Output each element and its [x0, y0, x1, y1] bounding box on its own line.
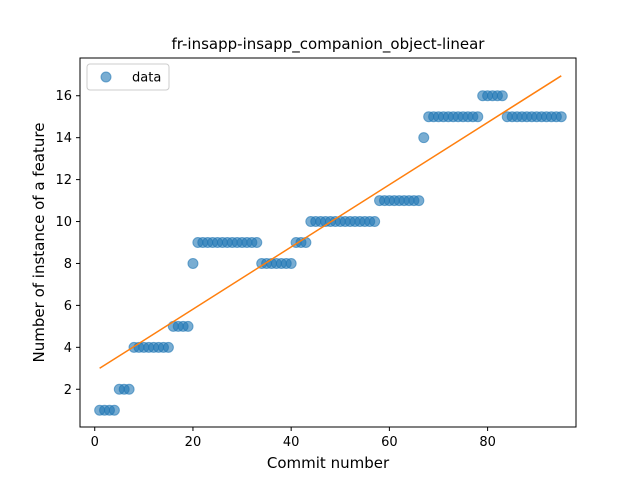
- data-point: [418, 132, 430, 144]
- data-point: [123, 383, 135, 395]
- plot-frame: [79, 57, 577, 428]
- x-tick-label: 20: [185, 435, 202, 450]
- data-point: [187, 257, 199, 269]
- x-axis-label: Commit number: [267, 454, 390, 472]
- y-tick-label: 10: [55, 215, 72, 230]
- y-tick-label: 2: [64, 383, 72, 398]
- data-point: [496, 90, 508, 102]
- x-tick-label: 40: [283, 435, 300, 450]
- x-tick-label: 0: [91, 435, 99, 450]
- y-tick-label: 8: [64, 257, 72, 272]
- data-point: [182, 320, 194, 332]
- data-point: [555, 111, 567, 123]
- data-point: [369, 216, 381, 228]
- y-axis: 2 4 6 8 10 12 14 16: [55, 89, 80, 398]
- legend-label-data: data: [132, 71, 161, 86]
- data-point: [413, 195, 425, 207]
- y-tick-label: 12: [55, 173, 72, 188]
- y-tick-label: 4: [64, 341, 72, 356]
- x-axis: 0 20 40 60 80: [91, 427, 496, 450]
- y-tick-label: 16: [55, 89, 72, 104]
- data-point: [285, 257, 297, 269]
- plot-marks: [94, 75, 567, 416]
- x-tick-label: 80: [479, 435, 496, 450]
- x-tick-label: 60: [381, 435, 398, 450]
- y-axis-label: Number of instance of a feature: [30, 123, 48, 363]
- y-tick-label: 6: [64, 299, 72, 314]
- legend: data: [86, 63, 170, 91]
- fit-line: [99, 75, 562, 369]
- data-point: [472, 111, 484, 123]
- chart-title: fr-insapp-insapp_companion_object-linear: [172, 35, 486, 54]
- data-point: [251, 237, 263, 248]
- data-point: [108, 404, 120, 416]
- legend-box: [86, 63, 170, 91]
- legend-marker-data: [100, 71, 112, 83]
- y-tick-label: 14: [55, 131, 72, 146]
- data-point: [162, 341, 174, 353]
